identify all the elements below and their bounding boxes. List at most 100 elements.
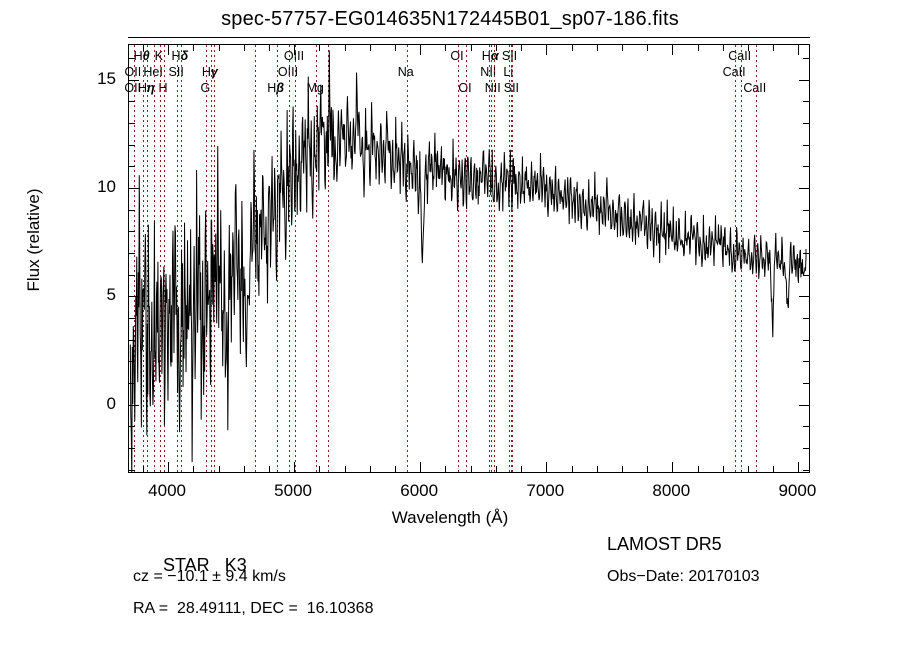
x-axis-title: Wavelength (Å) (391, 508, 509, 527)
x-tick-top (344, 45, 346, 51)
x-tick-bottom (142, 466, 144, 472)
line-marker-SII (510, 45, 512, 472)
x-tick-top (420, 45, 422, 55)
x-tick-bottom (798, 462, 800, 472)
line-marker-NII (493, 45, 495, 472)
dotted-rule (289, 45, 290, 472)
x-tick-bottom (369, 466, 371, 472)
x-tick-bottom (420, 462, 422, 472)
survey-name: LAMOST DR5 (607, 534, 722, 554)
line-label-K: K (154, 49, 163, 63)
y-tick-label: 5 (106, 285, 116, 305)
y-tick-left (129, 426, 135, 428)
x-tick-bottom (319, 466, 321, 472)
x-tick-top (218, 45, 220, 51)
line-marker-SII (177, 45, 179, 472)
x-tick-bottom (344, 466, 346, 472)
y-tick-left (129, 318, 135, 319)
flux-polyline (129, 50, 807, 472)
spectrum-trace (129, 50, 807, 472)
line-label-OI: OI (458, 81, 472, 95)
dotted-rule (458, 45, 459, 472)
line-marker-NII (489, 45, 491, 472)
dotted-rule (164, 45, 165, 472)
line-label-NII: NII (480, 65, 497, 79)
line-marker-CaII (755, 45, 757, 472)
y-tick-right (803, 231, 809, 233)
dotted-rule (177, 45, 179, 472)
x-tick-top (294, 45, 296, 55)
dotted-rule (491, 45, 493, 472)
x-tick-bottom (521, 466, 523, 472)
x-tick-bottom (470, 466, 472, 472)
x-tick-bottom (218, 466, 220, 472)
line-label-NII: NII (484, 81, 501, 95)
line-marker-G (206, 45, 208, 472)
y-tick-left (129, 383, 135, 384)
line-marker-H (142, 45, 144, 472)
y-tick-left (129, 166, 135, 168)
line-marker-CaII (740, 45, 742, 472)
line-label-H: Hδ (171, 49, 189, 63)
x-tick-label: 9000 (778, 481, 817, 500)
y-tick-right (799, 188, 809, 189)
y-tick-label: 15 (97, 68, 116, 88)
line-marker-Li (509, 45, 511, 472)
y-tick-label: 0 (106, 393, 116, 413)
y-tick-left (129, 58, 135, 59)
y-tick-right (803, 318, 809, 319)
line-marker-H (164, 45, 165, 472)
x-tick-top (621, 45, 623, 51)
y-tick-left (129, 404, 139, 406)
y-tick-right (803, 361, 809, 363)
dotted-rule (755, 45, 757, 472)
x-tick-top (748, 45, 749, 51)
title-underline (128, 37, 810, 38)
y-tick-label: 10 (97, 177, 116, 196)
x-tick-top (672, 45, 674, 55)
x-tick-top (445, 45, 447, 51)
dotted-rule (295, 45, 296, 472)
x-tick-top (722, 45, 724, 51)
line-label-H: Hη (138, 81, 155, 95)
y-tick-right (799, 79, 809, 81)
x-tick-label: 4000 (148, 481, 187, 500)
y-tick-left (129, 339, 135, 341)
line-label-OIII: OIII (277, 65, 299, 79)
page-title: spec-57757-EG014635N172445B01_sp07-186.f… (221, 8, 679, 30)
dotted-rule (328, 45, 330, 472)
dotted-rule (316, 45, 318, 472)
x-tick-top (798, 45, 800, 55)
x-tick-bottom (168, 462, 170, 472)
x-tick-bottom (268, 466, 270, 472)
line-marker-Na (406, 45, 408, 472)
line-marker-OIII (289, 45, 290, 472)
line-label-H: Hβ (267, 81, 284, 95)
object-subclass: K3 (224, 555, 247, 575)
line-label-H: H (158, 81, 168, 95)
x-tick-top (571, 45, 573, 51)
x-tick-bottom (596, 466, 598, 472)
y-tick-right (803, 166, 809, 168)
y-tick-right (803, 448, 809, 449)
dotted-rule (493, 45, 495, 472)
dotted-rule (142, 45, 144, 472)
dotted-rule (740, 45, 742, 472)
line-label-CaII: CaII (728, 49, 752, 63)
x-tick-top (268, 45, 270, 51)
line-marker-OII (133, 45, 135, 472)
y-tick-right (803, 101, 809, 103)
line-label-OIII: OIII (283, 49, 305, 63)
observation-date: Obs−Date: 20170103 (607, 568, 760, 585)
plot-canvas (129, 45, 809, 472)
plot-frame (128, 44, 810, 473)
y-tick-left (129, 231, 135, 233)
figure-footer: STAR K3 cz = −10.1 ± 9.4 km/s RA = 28.49… (0, 530, 900, 640)
line-marker-OI (458, 45, 459, 472)
x-tick-bottom (571, 466, 573, 472)
object-type-and-subclass: STAR K3 (133, 534, 247, 597)
line-label-OI: OI (450, 49, 464, 63)
x-tick-top (168, 45, 170, 55)
y-tick-right (803, 339, 809, 341)
dotted-rule (512, 45, 514, 472)
